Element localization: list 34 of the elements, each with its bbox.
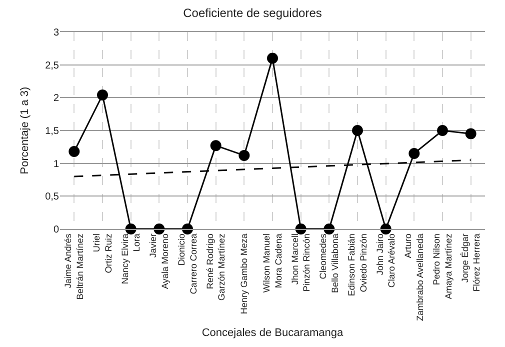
point (267, 52, 278, 64)
x-tick-label: Cleomedes Bello Villabona (318, 233, 340, 293)
x-tick-label: René Rodrigo Garzón Martínez (204, 233, 227, 301)
y-tick-label: 0 (53, 224, 60, 236)
point (437, 125, 448, 136)
x-tick-label: Jorge Édgar Flórez Herrera (460, 234, 482, 292)
x-tick-label: Nancy Elvira Lora (120, 234, 142, 284)
y-axis-title: Porcentaje (1 a 3) (19, 86, 31, 174)
point (97, 90, 108, 101)
x-tick-label: Arturo Zambrabo Avellaneda (403, 234, 425, 322)
y-tick-label: 1,5 (45, 126, 60, 137)
x-tick-label: Jaime Andrés Beltrán Martínez (63, 233, 85, 300)
x-tick-label: Uriel Ortiz Ruiz (92, 233, 114, 274)
x-tick-label: Dionicio Carrero Correa (176, 234, 198, 294)
y-tick-label: 1 (53, 158, 60, 170)
x-tick-label: Wilson Manuel Mora Cadena (262, 234, 284, 293)
y-tick-label: 2 (53, 93, 60, 104)
point (238, 150, 250, 161)
point (68, 146, 80, 158)
point (408, 148, 420, 159)
point (465, 128, 476, 140)
x-tick-label: John Jairo Claro Arévalo (374, 234, 397, 288)
point (352, 125, 363, 136)
x-axis-title: Concejales de Bucaramanga (202, 327, 344, 340)
x-tick-label: Jhon Marcell Pinzón Rincón (290, 234, 312, 292)
x-tick-label: Henry Gambo Meza (239, 234, 250, 314)
chart-title: Coeficiente de seguidores (183, 6, 322, 20)
x-tick-label: Pedro Nilson Amaya Martínez (432, 233, 454, 300)
y-tick-label: 0,5 (45, 192, 60, 203)
y-tick-label: 2,5 (45, 60, 60, 72)
x-tick-label: Javier Ayala Moreno (148, 234, 170, 289)
y-tick-label: 3 (53, 28, 60, 38)
point (210, 140, 222, 152)
x-tick-label: Edinson Fabián Oviedo Pinzón (346, 234, 368, 296)
